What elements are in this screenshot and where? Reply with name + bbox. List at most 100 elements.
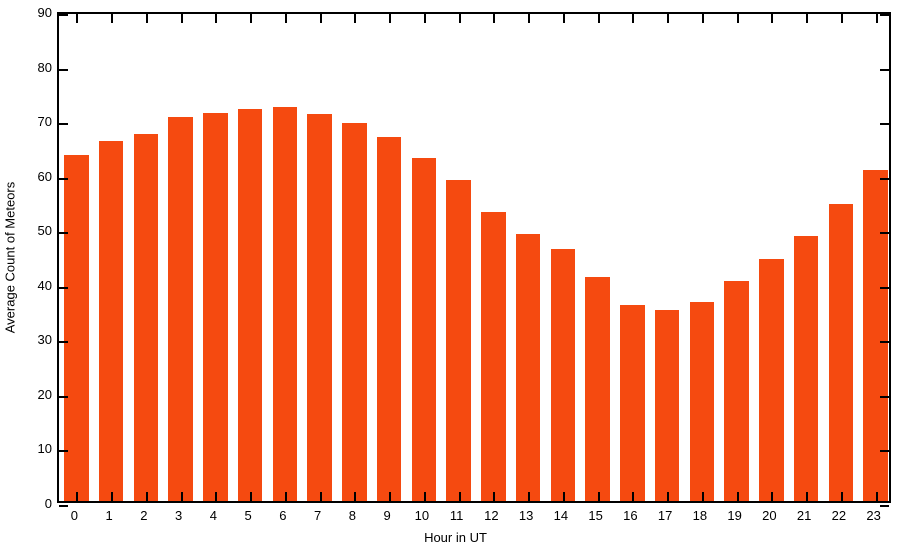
x-tick-top-21 <box>806 14 809 23</box>
x-tick-top-5 <box>250 14 253 23</box>
bar-hour-22 <box>828 203 854 501</box>
x-tick-bottom-22 <box>840 492 843 501</box>
y-tick-label-20: 20 <box>37 386 52 402</box>
x-tick-top-3 <box>180 14 183 23</box>
x-axis-title: Hour in UT <box>424 530 487 545</box>
bar-hour-16 <box>620 304 645 501</box>
x-tick-top-11 <box>458 14 461 23</box>
x-tick-bottom-1 <box>111 492 114 501</box>
x-tick-top-23 <box>875 14 878 23</box>
x-tick-bottom-21 <box>806 492 809 501</box>
y-tick-40 <box>59 286 68 289</box>
bar-hour-4 <box>203 113 228 501</box>
x-tick-top-2 <box>145 14 148 23</box>
y-tick-label-90: 90 <box>37 5 52 20</box>
y-tick-right-10 <box>880 450 889 453</box>
y-axis-tick-labels: 0 10 20 30 40 50 60 70 80 90 <box>0 6 52 510</box>
y-tick-right-50 <box>880 232 889 235</box>
bar-hour-1 <box>98 141 124 501</box>
x-tick-top-4 <box>215 14 218 23</box>
x-tick-bottom-20 <box>771 492 774 501</box>
y-tick-right-40 <box>880 286 889 289</box>
x-tick-bottom-3 <box>180 492 183 501</box>
x-axis-tick-labels: 0 1 2 3 4 5 6 7 8 9 10 11 12 13 14 15 16 17 18 19 20 21 22 23 <box>57 508 891 526</box>
x-tick-label-17: 17 <box>657 508 673 523</box>
plot-inner <box>59 14 889 507</box>
x-tick-top-16 <box>632 14 635 23</box>
x-tick-top-8 <box>354 14 357 23</box>
y-tick-right-80 <box>880 68 889 71</box>
x-tick-bottom-12 <box>493 492 496 501</box>
x-tick-label-20: 20 <box>762 508 777 523</box>
x-tick-top-22 <box>840 14 843 23</box>
bar-hour-0 <box>64 154 89 501</box>
bar-hour-21 <box>793 235 819 501</box>
y-tick-90 <box>59 14 68 16</box>
bar-hour-13 <box>515 233 541 501</box>
y-tick-right-60 <box>880 177 889 180</box>
x-tick-bottom-23 <box>875 492 878 501</box>
bar-hour-18 <box>689 302 715 501</box>
y-tick-20 <box>59 395 68 398</box>
bar-hour-23 <box>863 170 888 501</box>
bar-hour-20 <box>759 259 784 501</box>
x-tick-bottom-19 <box>736 492 739 501</box>
x-tick-top-14 <box>562 14 565 23</box>
x-tick-bottom-8 <box>354 492 357 501</box>
y-tick-right-70 <box>880 123 889 126</box>
x-tick-bottom-17 <box>667 492 670 501</box>
x-tick-bottom-16 <box>632 492 635 501</box>
bar-hour-5 <box>237 108 263 501</box>
x-tick-label-13: 13 <box>518 508 534 523</box>
y-tick-60 <box>59 177 68 180</box>
x-tick-top-6 <box>284 14 287 23</box>
bar-hour-8 <box>342 123 367 501</box>
x-tick-label-1: 1 <box>105 508 113 523</box>
y-tick-50 <box>59 232 68 235</box>
x-tick-bottom-10 <box>423 492 426 501</box>
plot-area <box>57 12 891 507</box>
x-tick-top-20 <box>771 14 774 23</box>
x-tick-label-19: 19 <box>727 508 742 523</box>
y-tick-right-20 <box>880 395 889 398</box>
x-tick-bottom-14 <box>562 492 565 501</box>
bars-layer <box>59 14 889 501</box>
bar-hour-9 <box>376 136 402 501</box>
x-tick-label-4: 4 <box>209 508 217 523</box>
x-tick-top-15 <box>597 14 600 23</box>
x-tick-top-10 <box>423 14 426 23</box>
y-tick-label-0: 0 <box>44 496 52 511</box>
x-tick-bottom-7 <box>319 492 322 501</box>
y-tick-80 <box>59 68 68 71</box>
x-tick-label-5: 5 <box>244 508 252 523</box>
x-tick-top-13 <box>528 14 531 23</box>
y-tick-right-90 <box>880 14 889 16</box>
x-tick-label-2: 2 <box>140 508 148 523</box>
bar-hour-11 <box>446 180 471 501</box>
x-tick-bottom-0 <box>76 492 79 501</box>
x-tick-bottom-4 <box>215 492 218 501</box>
x-tick-bottom-6 <box>284 492 287 501</box>
y-tick-label-50: 50 <box>37 223 52 239</box>
x-tick-top-7 <box>319 14 322 23</box>
x-tick-top-18 <box>701 14 704 23</box>
x-tick-label-3: 3 <box>175 508 183 523</box>
x-tick-top-17 <box>667 14 670 23</box>
x-tick-label-16: 16 <box>623 508 638 523</box>
x-tick-bottom-13 <box>528 492 531 501</box>
bar-hour-6 <box>272 106 298 501</box>
x-tick-label-0: 0 <box>70 508 78 523</box>
x-tick-label-22: 22 <box>831 508 847 523</box>
y-tick-label-70: 70 <box>37 114 52 130</box>
x-tick-bottom-15 <box>597 492 600 501</box>
x-tick-bottom-18 <box>701 492 704 501</box>
x-tick-label-23: 23 <box>866 508 881 523</box>
y-tick-label-10: 10 <box>37 441 52 457</box>
bar-hour-19 <box>724 280 749 501</box>
y-tick-label-60: 60 <box>37 168 52 184</box>
x-tick-top-19 <box>736 14 739 23</box>
bar-hour-10 <box>411 158 437 501</box>
y-tick-30 <box>59 341 68 344</box>
y-tick-right-0 <box>880 505 889 507</box>
x-tick-label-11: 11 <box>449 508 464 523</box>
